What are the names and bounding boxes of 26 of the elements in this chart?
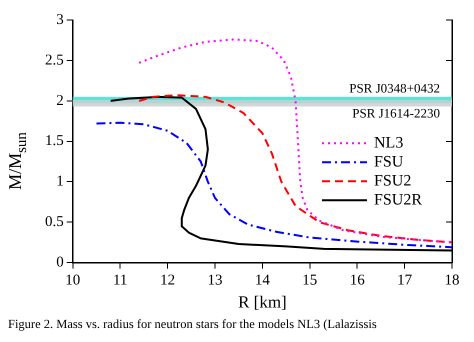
x-tick-label: 10	[65, 272, 80, 289]
legend-label: FSU2R	[374, 192, 422, 209]
line-series	[138, 38, 452, 244]
x-tick-label: 12	[160, 272, 176, 289]
x-tick-label: 18	[444, 272, 460, 289]
x-tick-label: 16	[350, 272, 366, 289]
x-axis-title: R [km]	[238, 292, 287, 312]
y-tick-label: 0.5	[45, 214, 64, 230]
y-tick-label: 2	[56, 92, 64, 109]
line-series	[95, 122, 452, 248]
x-tick-label: 17	[397, 272, 413, 289]
legend-label: FSU	[374, 154, 404, 171]
x-tick-label: 13	[207, 272, 222, 289]
y-tick-label: 1	[56, 174, 64, 190]
caption: Figure 2. Mass vs. radius for neutron stars for the models NL3 (Lalazissis	[8, 317, 378, 332]
legend-label: NL3	[374, 134, 404, 152]
x-tick-label: 15	[302, 272, 318, 289]
y-tick-label: 3	[56, 12, 64, 28]
x-tick-label: 14	[254, 272, 270, 289]
y-tick-label: 2.5	[45, 52, 64, 68]
legend-label: FSU2	[374, 172, 412, 190]
band-label: PSR J1614-2230	[352, 105, 440, 120]
y-tick-label: 1.5	[45, 133, 64, 150]
y-tick-label: 0	[56, 254, 64, 271]
x-tick-label: 11	[112, 272, 128, 289]
band-label: PSR J0348+0432	[349, 80, 440, 96]
